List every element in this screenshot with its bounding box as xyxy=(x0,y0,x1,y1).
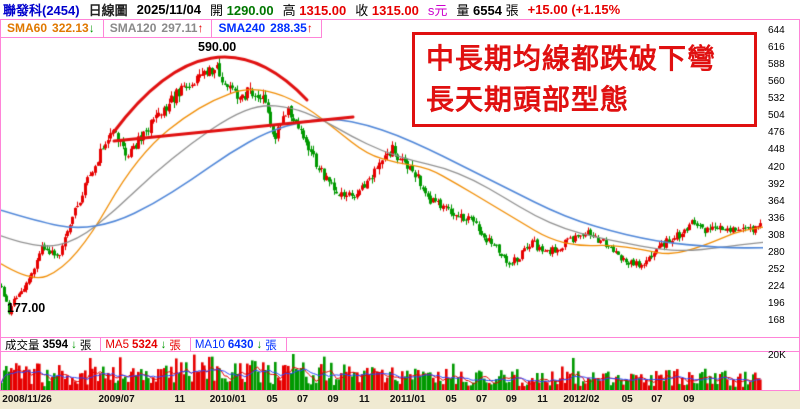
price-axis-tick: 644 xyxy=(768,24,785,36)
sma240-value: 288.35 xyxy=(270,21,307,35)
sma120-label: SMA120 xyxy=(109,21,157,35)
volume-down-arrow-icon: ↓ xyxy=(71,338,77,351)
price-axis-tick: 168 xyxy=(768,315,785,327)
time-axis-label: 11 xyxy=(537,394,548,405)
time-axis-label: 07 xyxy=(651,394,663,405)
volume-value: 6554 xyxy=(473,3,502,18)
time-axis-label: 11 xyxy=(358,394,370,405)
price-axis-tick: 364 xyxy=(768,195,785,207)
annotation-line1: 中長期均線都跌破下彎 xyxy=(426,43,717,74)
price-axis-tick: 308 xyxy=(768,229,785,241)
close-label: 收 xyxy=(355,3,369,18)
time-axis-label: 05 xyxy=(621,394,633,405)
close-value: 1315.00 xyxy=(371,3,419,18)
peak-price-label: 590.00 xyxy=(198,40,237,54)
volume-ma5-label: MA5 xyxy=(105,338,129,351)
stock-name[interactable]: 聯發科(2454) xyxy=(3,3,80,18)
volume-ma10-value: 6430 xyxy=(227,338,254,351)
time-axis-label: 2010/01 xyxy=(209,394,246,405)
chart-frame: 644 616 588 560 532 504 476 448 420 392 364 336 308 2… xyxy=(0,19,800,391)
time-axis-label: 11 xyxy=(174,394,186,405)
volume-ma5-value: 5324 xyxy=(132,338,158,351)
volume-label: 量 xyxy=(456,3,470,18)
volume-panel: 20K xyxy=(1,350,799,390)
sma60-down-arrow-icon: ↓ xyxy=(88,21,95,35)
price-axis-tick: 336 xyxy=(768,212,785,224)
time-axis-label: 07 xyxy=(296,394,309,405)
high-label: 高 xyxy=(282,3,296,18)
sma120-up-arrow-icon: ↑ xyxy=(197,21,204,35)
sma120-value: 297.11 xyxy=(161,21,198,35)
price-axis-tick: 560 xyxy=(768,76,785,88)
time-axis: 2008/11/26 2009/07 11 2010/01 05 07 09 11 2011/0… xyxy=(0,391,800,409)
time-axis-label: 09 xyxy=(327,394,339,405)
time-axis-label: 2009/07 xyxy=(98,394,135,405)
time-axis-label: 2011/01 xyxy=(389,394,426,405)
volume-ma10-indicator[interactable]: MA10 6430 ↓ 張 xyxy=(191,338,287,352)
volume-ma10-label: MA10 xyxy=(194,338,225,351)
sma240-label: SMA240 xyxy=(218,21,266,35)
annotation-line2: 長天期頭部型態 xyxy=(426,84,630,115)
price-axis: 644 616 588 560 532 504 476 448 420 392 364 336 308 2… xyxy=(763,20,799,337)
time-axis-label: 2012/02 xyxy=(563,394,600,405)
price-axis-tick: 616 xyxy=(768,42,785,54)
price-axis-tick: 448 xyxy=(768,144,785,156)
sma120-indicator[interactable]: SMA120 297.11↑ xyxy=(104,20,213,37)
price-axis-tick: 280 xyxy=(768,246,785,258)
sma60-indicator[interactable]: SMA60 322.13↓ xyxy=(1,20,104,37)
time-axis-label: 09 xyxy=(505,394,517,405)
volume-unit: 張 xyxy=(505,3,519,18)
sma240-indicator[interactable]: SMA240 288.35↑ xyxy=(212,20,322,37)
volume-ma5-down-arrow-icon: ↓ xyxy=(160,338,167,351)
volume-indicator-label: 成交量 xyxy=(5,339,40,352)
volume-axis: 20K xyxy=(763,350,799,390)
volume-ma5-unit: 張 xyxy=(169,339,181,352)
price-axis-tick: 224 xyxy=(768,281,785,292)
sma240-up-arrow-icon: ↑ xyxy=(306,21,313,35)
open-quote: 開 1290.00 xyxy=(210,0,274,19)
annotation-box: 中長期均線都跌破下彎 長天期頭部型態 xyxy=(412,32,757,127)
price-axis-tick: 420 xyxy=(768,161,785,173)
volume-ma5-indicator[interactable]: MA5 5324 ↓ 張 xyxy=(101,338,191,352)
price-axis-tick: 252 xyxy=(768,263,785,275)
price-axis-tick: 476 xyxy=(768,127,785,139)
price-axis-tick: 588 xyxy=(768,59,785,71)
close-quote: 收 1315.00 xyxy=(355,0,419,19)
sma60-value: 322.13 xyxy=(52,21,89,35)
sma60-label: SMA60 xyxy=(7,21,48,35)
high-value: 1315.00 xyxy=(299,3,347,18)
price-axis-tick: 196 xyxy=(768,298,785,310)
time-axis-label: 05 xyxy=(445,394,457,405)
volume-ma10-unit: 張 xyxy=(265,339,277,352)
open-value: 1290.00 xyxy=(226,3,274,18)
volume-indicator-unit: 張 xyxy=(79,339,92,352)
time-axis-label: 07 xyxy=(476,394,488,405)
time-axis-label: 09 xyxy=(683,394,695,405)
price-axis-tick: 392 xyxy=(768,178,785,190)
price-axis-tick: 532 xyxy=(768,93,785,105)
volume-indicator[interactable]: 成交量 3594 ↓ 張 xyxy=(1,338,102,352)
volume-chart-canvas[interactable] xyxy=(1,352,763,390)
price-panel: 644 616 588 560 532 504 476 448 420 392 364 336 308 2… xyxy=(1,20,799,337)
volume-axis-tick: 20K xyxy=(768,350,786,361)
sma-indicator-strip: SMA60 322.13↓ SMA120 297.11↑ SMA240 288.35↑ xyxy=(1,20,322,38)
quote-header: 聯發科(2454) 日線圖 2025/11/04 開 1290.00 高 131… xyxy=(0,0,800,19)
time-axis-label: 2008/11/26 xyxy=(2,394,52,405)
open-label: 開 xyxy=(209,3,223,18)
volume-header: 成交量 3594 ↓ 張 MA5 5324 ↓ 張 MA10 6430 ↓ 張 xyxy=(1,337,799,352)
volume-ma10-down-arrow-icon: ↓ xyxy=(256,338,263,351)
high-quote: 高 1315.00 xyxy=(283,0,347,19)
price-change: +15.00 (+1.15% xyxy=(527,2,621,17)
chart-period[interactable]: 日線圖 xyxy=(88,3,128,18)
quote-date: 2025/11/04 xyxy=(136,2,201,17)
time-axis-label: 05 xyxy=(266,394,278,405)
price-unit: s元 xyxy=(427,3,448,18)
volume-indicator-value: 3594 xyxy=(42,338,69,351)
low-price-label: 177.00 xyxy=(7,301,46,315)
volume-quote: 量 6554 張 xyxy=(456,0,518,19)
price-axis-tick: 504 xyxy=(768,110,785,122)
